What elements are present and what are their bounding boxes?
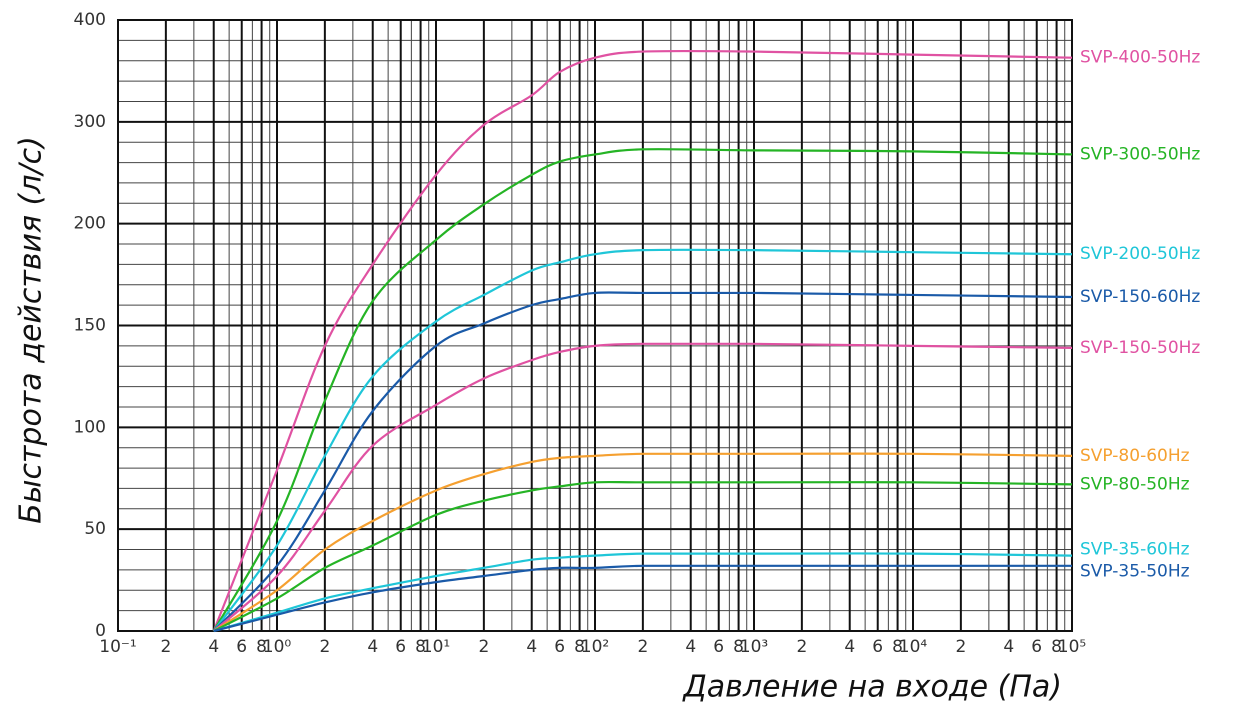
series-label: SVP-150-50Hz [1080, 338, 1200, 358]
x-tick-label: 10¹ [422, 637, 450, 657]
x-tick-label: 10⁰ [263, 637, 292, 657]
x-tick-label: 2 [319, 637, 330, 657]
series-line [213, 564, 1072, 633]
y-tick-label: 150 [74, 316, 106, 336]
x-tick-label: 8 [574, 637, 585, 657]
y-tick-label: 300 [74, 112, 106, 132]
series-line [213, 452, 1073, 632]
series-line [213, 552, 1073, 633]
y-tick-label: 50 [84, 519, 106, 539]
series-label: SVP-150-60Hz [1080, 287, 1200, 307]
x-tick-label: 10⁵ [1058, 637, 1086, 657]
labels: SVP-400-50Hz SVP-300-50Hz SVP-200-50Hz SVP-… [1080, 48, 1200, 582]
plot-lines [212, 49, 1073, 633]
x-tick-label: 6 [236, 637, 247, 657]
series-label: SVP-80-50Hz [1080, 474, 1190, 494]
x-tick-label: 4 [685, 637, 696, 657]
series-line [213, 480, 1073, 632]
x-tick-label: 10⁴ [899, 637, 928, 657]
x-tick-label: 2 [478, 637, 489, 657]
x-tick-label: 2 [955, 637, 966, 657]
x-axis-title: Давление на входе (Па) [681, 670, 1062, 705]
series-label: SVP-200-50Hz [1080, 244, 1200, 264]
series-label: SVP-400-50Hz [1080, 48, 1200, 68]
x-tick-label: 8 [415, 637, 426, 657]
x-tick-label: 10² [581, 637, 609, 657]
x-tick-label: 4 [844, 637, 855, 657]
x-tick-label: 2 [796, 637, 807, 657]
x-tick-label: 6 [872, 637, 883, 657]
series-line [212, 248, 1073, 632]
x-tick-label: 8 [256, 637, 267, 657]
x-tick-label: 4 [367, 637, 378, 657]
series-label: SVP-80-60Hz [1080, 446, 1190, 466]
x-tick-label: 8 [892, 637, 903, 657]
x-tick-label: 2 [637, 637, 648, 657]
y-tick-label: 200 [74, 214, 106, 234]
x-tick-label: 6 [395, 637, 406, 657]
x-tick-label: 6 [713, 637, 724, 657]
series-line [212, 291, 1073, 632]
x-tick-label: 6 [1031, 637, 1042, 657]
y-tick-label: 400 [74, 10, 106, 30]
series-label: SVP-300-50Hz [1080, 144, 1200, 164]
x-tick-label: 10⁻¹ [99, 637, 136, 657]
x-tick-label: 10³ [740, 637, 768, 657]
x-tick-label: 4 [1003, 637, 1014, 657]
series-line [212, 49, 1073, 632]
series-line [213, 342, 1073, 632]
series-label: SVP-35-50Hz [1080, 562, 1190, 582]
x-tick-label: 2 [160, 637, 171, 657]
x-tick-label: 8 [1051, 637, 1062, 657]
plot-frame [117, 19, 1073, 632]
y-axis-title: Быстрота действия (л/с) [14, 136, 49, 524]
series-line [212, 148, 1073, 632]
x-tick-label: 4 [208, 637, 219, 657]
x-tick-label: 8 [733, 637, 744, 657]
x-tick-label: 6 [554, 637, 565, 657]
x-tick-label: 4 [526, 637, 537, 657]
series-label: SVP-35-60Hz [1080, 540, 1190, 560]
y-tick-label: 0 [95, 621, 106, 641]
y-tick-label: 100 [74, 417, 106, 437]
